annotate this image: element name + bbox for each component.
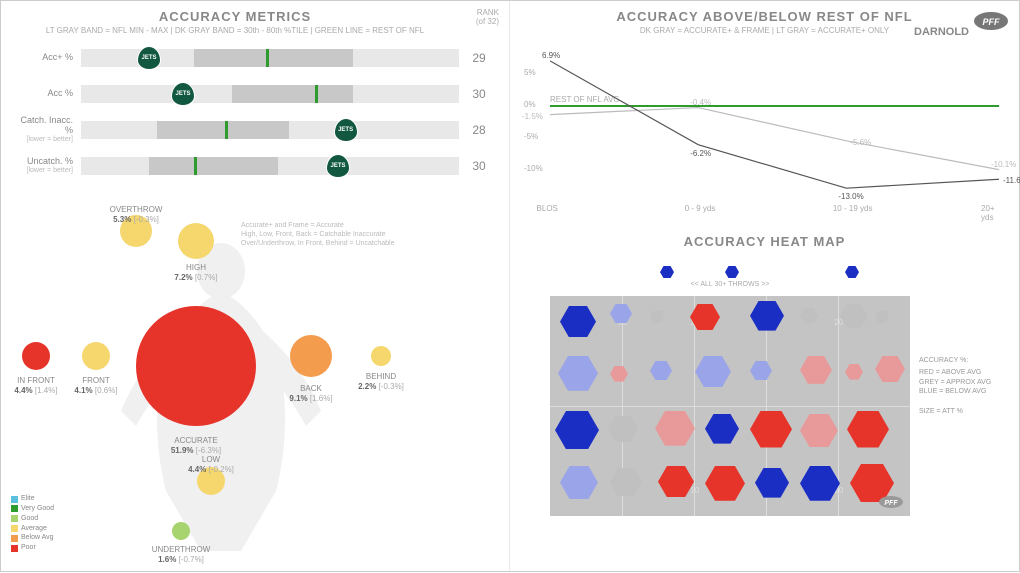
heat-hexagon [705, 466, 745, 501]
heat-hexagon [655, 411, 695, 446]
heat-field: 2020101010102020PFF [550, 296, 910, 516]
heat-hexagon [800, 356, 832, 384]
heat-hexagon [750, 411, 792, 448]
bubble-label: FRONT4.1% [0.6%] [56, 376, 136, 395]
heat-hexagon [610, 468, 642, 496]
heat-hexagon [847, 411, 889, 448]
heat-hexagon [840, 304, 868, 328]
svg-text:PFF: PFF [983, 17, 1001, 27]
heat-hexagon [755, 468, 789, 498]
heat-hexagon [610, 366, 628, 382]
heat-hexagon [560, 306, 596, 337]
team-logo-icon: JETS [326, 154, 350, 178]
metrics-subtitle: LT GRAY BAND = NFL MIN - MAX | DK GRAY B… [11, 26, 459, 35]
heat-hexagon [555, 411, 599, 449]
heat-hexagon [650, 311, 664, 323]
bubble-label: BACK9.1% [1.6%] [271, 384, 351, 403]
team-logo-icon: JETS [334, 118, 358, 142]
heat-hexagon [558, 356, 598, 391]
accuracy-bubble [371, 346, 391, 366]
heat-hexagon [658, 466, 694, 497]
metric-row: Acc+ % JETS 29 [11, 45, 499, 71]
svg-text:PFF: PFF [884, 500, 898, 507]
accuracy-bubble-chart: Accurate+ and Frame = Accurate High, Low… [1, 201, 509, 573]
accuracy-metrics-panel: ACCURACY METRICS LT GRAY BAND = NFL MIN … [1, 1, 509, 187]
bubble-label: OVERTHROW5.3% [-0.3%] [96, 205, 176, 224]
heat-hexagon [695, 356, 731, 387]
accuracy-bubble [22, 342, 50, 370]
heat-hexagon [608, 416, 638, 442]
accuracy-bubble [178, 223, 214, 259]
metrics-title: ACCURACY METRICS [11, 9, 459, 24]
heat-title: ACCURACY HEAT MAP [520, 234, 1009, 249]
heat-hexagon [845, 364, 863, 380]
bubble-label: UNDERTHROW1.6% [-0.7%] [141, 545, 221, 564]
heatmap-panel: ACCURACY HEAT MAP << ALL 30+ THROWS >> 2… [510, 226, 1019, 573]
heat-hexagon [800, 466, 840, 501]
accuracy-bubble [290, 335, 332, 377]
heat-hexagon [610, 304, 632, 323]
accuracy-bubble [82, 342, 110, 370]
line-chart-panel: ACCURACY ABOVE/BELOW REST OF NFL DK GRAY… [510, 1, 1019, 226]
heat-hexagon [750, 361, 772, 380]
bubble-label: ACCURATE51.9% [-6.3%] [156, 436, 236, 455]
heat-legend: ACCURACY %: RED = ABOVE AVGGREY = APPROX… [919, 356, 1009, 417]
team-logo-icon: JETS [171, 82, 195, 106]
bubble-label: LOW4.4% [-0.2%] [171, 455, 251, 474]
team-logo-icon: JETS [137, 46, 161, 70]
metric-row: Catch. Inacc. %[lower = better] JETS 28 [11, 117, 499, 143]
line-title: ACCURACY ABOVE/BELOW REST OF NFL [520, 9, 1009, 24]
bubble-label: BEHIND2.2% [-0.3%] [341, 372, 421, 391]
heat-hexagon [800, 414, 838, 447]
metric-row: Acc % JETS 30 [11, 81, 499, 107]
metric-row: Uncatch. %[lower = better] JETS 30 [11, 153, 499, 179]
player-name: DARNOLD [914, 26, 969, 38]
bubble-color-legend: EliteVery GoodGoodAverageBelow AvgPoor [11, 494, 54, 553]
heat-hexagon [875, 311, 889, 323]
heat-hexagon [750, 301, 784, 331]
accuracy-bubble [136, 306, 256, 426]
heat-throw-sub: << ALL 30+ THROWS >> [550, 281, 910, 288]
heat-hexagon [650, 361, 672, 380]
bubble-legend-note: Accurate+ and Frame = Accurate High, Low… [241, 221, 441, 248]
heat-hexagon [705, 414, 739, 444]
heat-hexagon [800, 308, 818, 324]
bubble-label: HIGH7.2% [0.7%] [156, 263, 236, 282]
heat-hexagon [560, 466, 598, 499]
heat-hexagon [875, 356, 905, 382]
rank-header: RANK (of 32) [459, 9, 499, 27]
pff-logo: PFF [973, 11, 1009, 34]
accuracy-bubble [172, 522, 190, 540]
